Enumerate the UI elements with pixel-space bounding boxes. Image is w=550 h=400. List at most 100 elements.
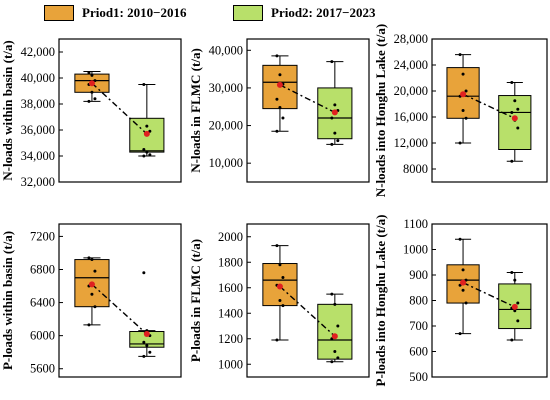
- data-point: [145, 150, 149, 154]
- mean-marker: [460, 91, 467, 98]
- mean-marker: [331, 333, 338, 340]
- y-tick-label: 1600: [218, 281, 243, 295]
- data-point: [458, 53, 462, 57]
- data-point: [275, 129, 279, 133]
- data-point: [516, 107, 520, 111]
- y-tick-label: 34,000: [21, 149, 55, 163]
- y-axis-label: P-loads within basin (t/a): [0, 231, 15, 370]
- y-tick-label: 36,000: [21, 123, 55, 137]
- y-tick-label: 600: [409, 345, 428, 359]
- data-point: [458, 332, 462, 336]
- legend-swatch-period1: [44, 5, 74, 21]
- data-point: [90, 292, 94, 296]
- data-point: [336, 324, 340, 328]
- mean-connector: [462, 93, 516, 119]
- y-tick-label: 40,000: [21, 71, 55, 85]
- plot-frame: [58, 38, 182, 183]
- mean-marker: [460, 279, 467, 286]
- mean-marker: [276, 283, 283, 290]
- data-point: [461, 268, 465, 272]
- data-point: [87, 71, 91, 75]
- data-point: [464, 116, 468, 120]
- data-point: [142, 148, 146, 151]
- mean-connector: [91, 283, 148, 335]
- data-point: [464, 301, 468, 305]
- data-point: [464, 89, 468, 93]
- data-point: [87, 256, 91, 260]
- data-point: [330, 60, 334, 64]
- data-point: [281, 116, 285, 120]
- data-point: [275, 244, 279, 248]
- y-tick-label: 20,000: [394, 84, 428, 98]
- data-point: [461, 288, 465, 292]
- data-point: [510, 338, 514, 342]
- data-point: [333, 350, 337, 353]
- data-point: [516, 301, 520, 305]
- box-iqr: [498, 95, 532, 151]
- data-point: [142, 154, 146, 158]
- y-tick-label: 12,000: [394, 136, 428, 150]
- mean-connector: [279, 84, 336, 114]
- data-point: [148, 350, 152, 354]
- data-point: [330, 142, 334, 146]
- plot-frame: [58, 223, 182, 378]
- data-point: [333, 131, 337, 135]
- y-tick-label: 20,000: [209, 119, 243, 133]
- data-point: [278, 263, 282, 267]
- y-tick-label: 24,000: [394, 58, 428, 72]
- data-point: [87, 323, 91, 327]
- mean-marker: [143, 130, 150, 137]
- y-tick-label: 1000: [218, 357, 243, 371]
- y-tick-label: 8000: [403, 162, 428, 176]
- data-point: [90, 90, 94, 94]
- data-point: [145, 124, 149, 128]
- data-point: [330, 360, 334, 364]
- data-point: [510, 270, 514, 274]
- y-tick-label: 1000: [403, 243, 428, 257]
- data-point: [510, 81, 514, 85]
- mean-marker: [143, 330, 150, 337]
- data-point: [510, 110, 514, 114]
- data-point: [461, 109, 465, 112]
- legend-label-period1: Priod1: 2010−2016: [82, 5, 187, 20]
- y-tick-label: 2000: [218, 230, 243, 244]
- y-axis-label: N-loads within basin (t/a): [0, 40, 15, 181]
- mean-marker: [331, 109, 338, 116]
- data-point: [142, 271, 146, 275]
- data-point: [93, 269, 97, 273]
- y-tick-label: 42,000: [21, 45, 55, 59]
- y-tick-label: 900: [409, 268, 428, 282]
- y-tick-label: 6800: [30, 262, 55, 276]
- data-point: [90, 258, 94, 262]
- data-point: [278, 299, 282, 302]
- data-point: [87, 99, 91, 103]
- data-point: [145, 344, 149, 348]
- mean-marker: [511, 115, 518, 122]
- data-point: [513, 278, 517, 282]
- data-point: [516, 319, 520, 323]
- mean-marker: [88, 281, 95, 288]
- data-point: [142, 340, 146, 344]
- y-tick-label: 6000: [30, 329, 55, 343]
- y-tick-label: 800: [409, 294, 428, 308]
- box-iqr: [262, 64, 298, 110]
- mean-marker: [276, 81, 283, 88]
- y-tick-label: 5600: [30, 362, 55, 376]
- mean-connector: [279, 285, 336, 337]
- legend-item-period2: Priod2: 2017−2023: [233, 5, 376, 21]
- mean-marker: [88, 80, 95, 87]
- data-point: [513, 99, 517, 103]
- data-point: [458, 141, 462, 145]
- data-point: [461, 72, 465, 76]
- y-axis-label: N-loads in FLMC (t/a): [188, 48, 203, 173]
- legend-label-period2: Priod2: 2017−2023: [271, 5, 376, 20]
- plot-frame: [246, 223, 370, 378]
- mean-marker: [511, 303, 518, 310]
- data-point: [333, 103, 337, 107]
- data-point: [142, 354, 146, 358]
- y-tick-label: 40,000: [209, 43, 243, 57]
- y-tick-label: 6400: [30, 296, 55, 310]
- data-point: [333, 302, 337, 306]
- y-tick-label: 30,000: [209, 81, 243, 95]
